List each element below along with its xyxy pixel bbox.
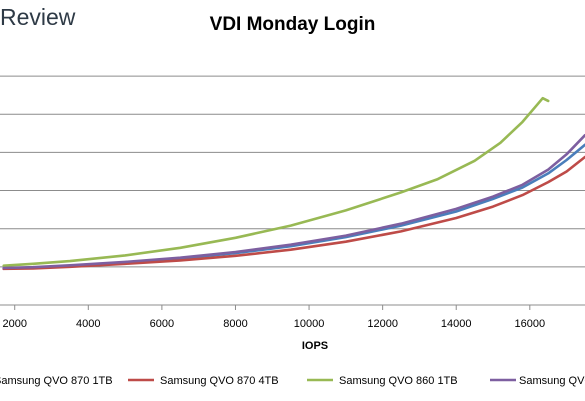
series-line	[2, 155, 585, 271]
review-watermark-logo: Review	[0, 4, 76, 30]
legend-label: Samsung QVO 860 1TB	[339, 375, 458, 387]
legend: Samsung QVO 870 1TB Samsung QVO 870 4TB Sa…	[0, 375, 585, 387]
axes	[0, 304, 585, 310]
x-axis-label: IOPS	[302, 340, 328, 352]
series-line	[2, 96, 550, 267]
x-tick-label: 10000	[294, 318, 325, 330]
chart-title: VDI Monday Login	[209, 14, 376, 35]
x-tick-label: 8000	[223, 318, 247, 330]
series-line	[2, 133, 585, 270]
x-tick-label: 2000	[2, 318, 26, 330]
x-tick-label: 16000	[515, 318, 546, 330]
legend-label: Samsung QVO 870 4TB	[160, 375, 279, 387]
x-tick-label: 4000	[76, 318, 100, 330]
x-tick-labels: 2000 4000 6000 8000 10000 12000 14000 16000	[2, 318, 545, 330]
legend-label: Samsung QVO 870 1TB	[0, 375, 113, 387]
x-tick-label: 14000	[441, 318, 472, 330]
x-tick-label: 12000	[367, 318, 398, 330]
series-lines	[2, 96, 585, 271]
legend-label: Samsung QVO 860 4TB	[519, 375, 585, 387]
gridlines	[0, 75, 585, 268]
x-tick-label: 6000	[150, 318, 174, 330]
